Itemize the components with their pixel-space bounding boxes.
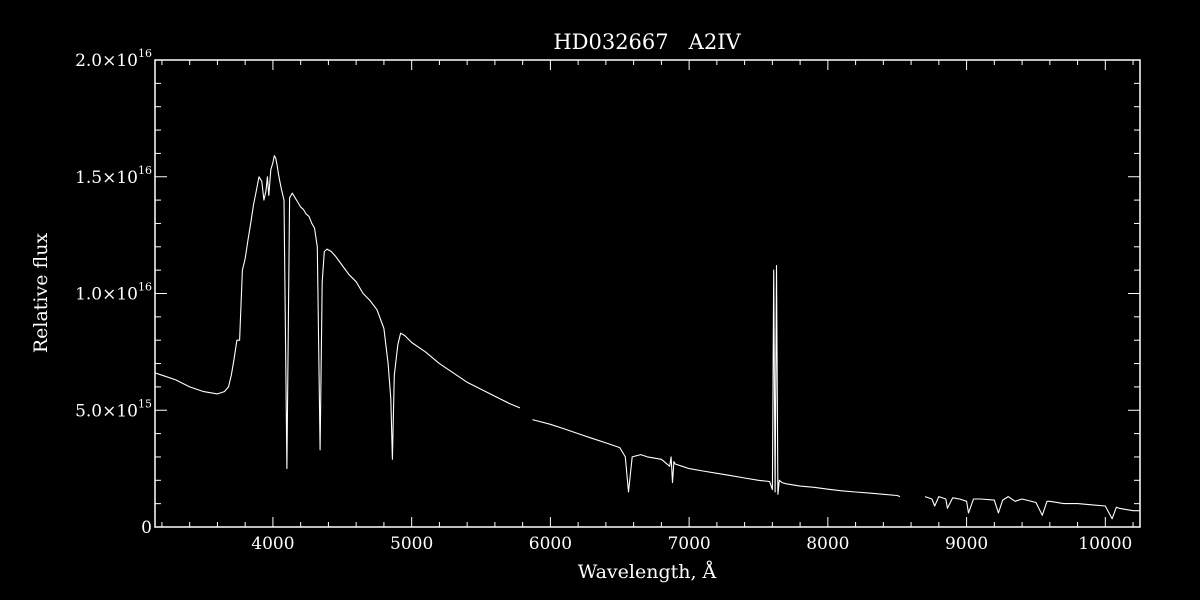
y-tick-label: 1.5×1016 xyxy=(75,164,152,188)
spectrum-segment xyxy=(924,496,1140,520)
x-tick-label: 7000 xyxy=(667,534,710,554)
chart-title: HD032667 A2IV xyxy=(553,30,741,54)
y-axis-label: Relative flux xyxy=(30,233,52,354)
y-axis-tick-labels: 0 5.0×1015 1.0×1016 1.5×1016 2.0×1016 xyxy=(75,47,152,538)
x-tick-label: 6000 xyxy=(529,534,572,554)
x-axis-ticks xyxy=(161,60,1134,527)
x-axis-label: Wavelength, Å xyxy=(578,561,717,583)
spectrum-series xyxy=(154,155,1140,520)
spectrum-segment xyxy=(154,155,521,470)
y-tick-label: 0 xyxy=(141,518,152,538)
y-tick-label: 5.0×1015 xyxy=(75,397,152,421)
x-tick-label: 9000 xyxy=(945,534,988,554)
y-tick-label: 1.0×1016 xyxy=(75,281,152,305)
x-tick-label: 10000 xyxy=(1078,534,1132,554)
x-axis-tick-labels: 4000 5000 6000 7000 8000 9000 10000 xyxy=(251,534,1132,554)
y-tick-label: 2.0×1016 xyxy=(75,47,152,71)
spectrum-segment xyxy=(532,264,901,498)
x-tick-label: 5000 xyxy=(390,534,433,554)
x-tick-label: 4000 xyxy=(251,534,294,554)
y-axis-ticks xyxy=(155,59,1140,528)
x-tick-label: 8000 xyxy=(806,534,849,554)
